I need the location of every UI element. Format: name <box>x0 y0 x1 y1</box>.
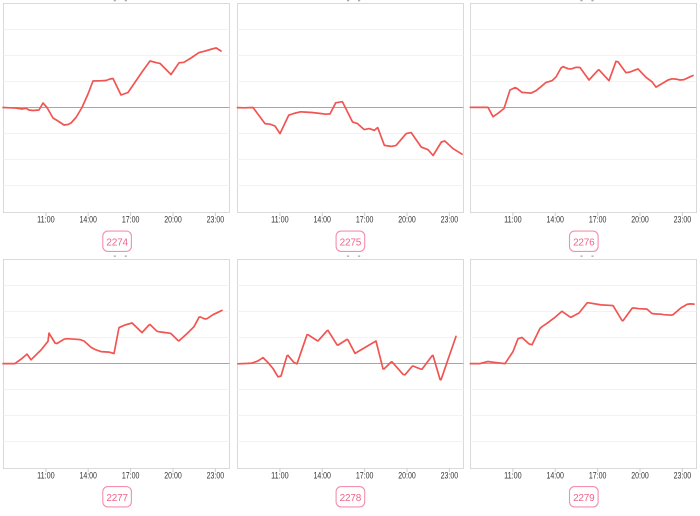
svg-text:20:00: 20:00 <box>164 471 182 481</box>
svg-text:23:00: 23:00 <box>674 215 692 225</box>
svg-text:17:00: 17:00 <box>356 215 374 225</box>
svg-text:23:00: 23:00 <box>441 471 459 481</box>
svg-text:2276: 2276 <box>573 237 595 248</box>
svg-text:23:00: 23:00 <box>207 471 225 481</box>
svg-text:14:00: 14:00 <box>79 215 97 225</box>
svg-text:23:00: 23:00 <box>207 215 225 225</box>
svg-text:11:00: 11:00 <box>271 215 289 225</box>
svg-text:20:00: 20:00 <box>398 215 416 225</box>
svg-text:14:00: 14:00 <box>546 471 564 481</box>
svg-text:17:00: 17:00 <box>589 215 607 225</box>
svg-text:14:00: 14:00 <box>313 471 331 481</box>
svg-text:23:00: 23:00 <box>441 215 459 225</box>
svg-text:17:00: 17:00 <box>122 471 140 481</box>
svg-text:2278: 2278 <box>340 493 362 504</box>
svg-text:11:00: 11:00 <box>37 471 55 481</box>
svg-text:17:00: 17:00 <box>122 215 140 225</box>
svg-text:14:00: 14:00 <box>79 471 97 481</box>
svg-text:23:00: 23:00 <box>674 471 692 481</box>
svg-text:2275: 2275 <box>340 237 362 248</box>
svg-text:20:00: 20:00 <box>164 215 182 225</box>
svg-text:11:00: 11:00 <box>504 471 522 481</box>
svg-text:17:00: 17:00 <box>356 471 374 481</box>
svg-text:11:00: 11:00 <box>271 471 289 481</box>
svg-text:11:00: 11:00 <box>504 215 522 225</box>
svg-text:20:00: 20:00 <box>631 471 649 481</box>
svg-text:14:00: 14:00 <box>313 215 331 225</box>
svg-text:2274: 2274 <box>106 237 128 248</box>
svg-text:11:00: 11:00 <box>37 215 55 225</box>
svg-text:20:00: 20:00 <box>398 471 416 481</box>
svg-text:17:00: 17:00 <box>589 471 607 481</box>
svg-text:14:00: 14:00 <box>546 215 564 225</box>
svg-text:2277: 2277 <box>106 493 128 504</box>
svg-text:20:00: 20:00 <box>631 215 649 225</box>
svg-text:2279: 2279 <box>573 493 595 504</box>
